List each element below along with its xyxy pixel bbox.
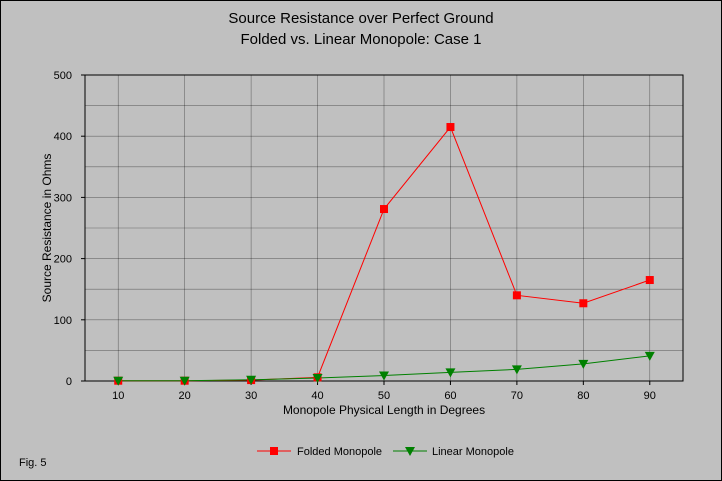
linear-point — [445, 368, 456, 378]
plot-area — [84, 74, 684, 382]
linear-point — [379, 371, 389, 381]
data-markers — [113, 123, 655, 386]
x-axis-title: Monopole Physical Length in Degrees — [283, 403, 485, 417]
y-tick-label: 100 — [54, 315, 72, 327]
x-tick-label: 10 — [112, 390, 124, 402]
linear-point — [179, 376, 190, 386]
legend-label-linear: Linear Monopole — [432, 446, 514, 458]
linear-point — [312, 373, 323, 383]
legend-marker-linear — [405, 447, 415, 456]
legend-marker-folded — [270, 447, 278, 455]
x-tick-label: 20 — [179, 390, 191, 402]
x-tick-label: 70 — [511, 390, 523, 402]
folded-point — [446, 123, 455, 132]
x-tick-label: 60 — [444, 390, 456, 402]
y-axis-title: Source Resistance in Ohms — [40, 154, 54, 303]
linear-point — [511, 365, 522, 375]
figure-label: Fig. 5 — [19, 457, 47, 469]
y-tick-label: 200 — [54, 254, 72, 266]
folded-point — [579, 299, 588, 308]
y-tick-label: 500 — [54, 70, 72, 82]
x-tick-label: 80 — [577, 390, 589, 402]
linear-point — [644, 351, 655, 361]
x-tick-label: 50 — [378, 390, 390, 402]
linear-point — [578, 359, 589, 369]
linear-point — [113, 376, 124, 386]
legend-label-folded: Folded Monopole — [297, 446, 382, 458]
chart-title: Source Resistance over Perfect Ground — [228, 10, 493, 27]
folded-point — [645, 276, 654, 285]
folded-point — [380, 205, 388, 214]
x-tick-label: 40 — [311, 390, 323, 402]
gridlines — [85, 75, 683, 381]
y-tick-label: 0 — [66, 376, 72, 388]
x-tick-label: 30 — [245, 390, 257, 402]
folded-point — [512, 291, 521, 300]
linear-point — [246, 375, 257, 385]
y-tick-label: 300 — [54, 192, 72, 204]
legend: Folded Monopole Linear Monopole — [257, 446, 514, 458]
chart-subtitle: Folded vs. Linear Monopole: Case 1 — [241, 31, 482, 48]
tick-labels: 0 100 200 300 400 500 10 20 30 40 50 60 70 80 90 — [54, 70, 656, 402]
y-tick-label: 400 — [54, 131, 72, 143]
x-tick-label: 90 — [644, 390, 656, 402]
